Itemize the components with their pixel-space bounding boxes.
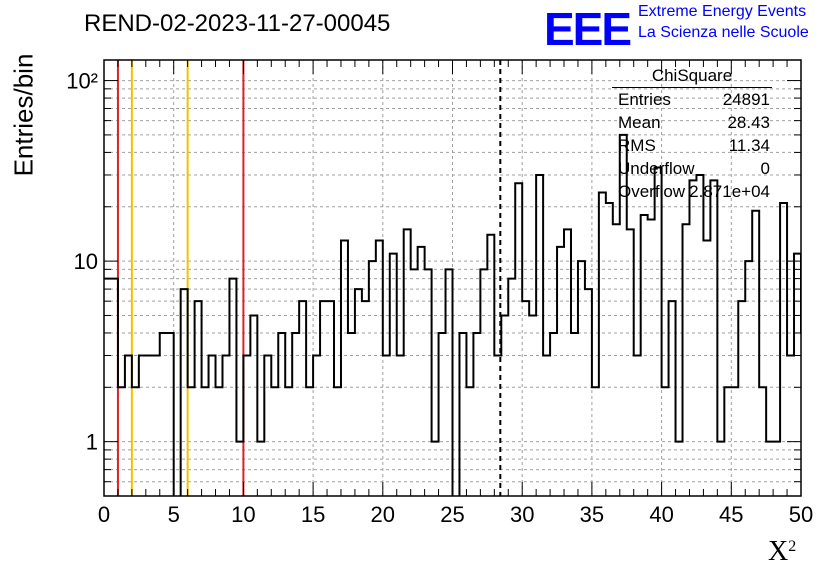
stats-value: 11.34 xyxy=(728,136,770,155)
x-axis-label-text: X xyxy=(768,536,789,567)
y-tick-label: 10² xyxy=(66,69,98,94)
x-tick-label: 40 xyxy=(649,502,673,527)
y-tick-label: 10 xyxy=(74,249,98,274)
logo-subtitle-line1: Extreme Energy Events xyxy=(638,3,807,20)
x-tick-label: 50 xyxy=(789,502,813,527)
x-axis-label: X2 xyxy=(768,536,796,568)
stats-key: RMS xyxy=(618,136,656,155)
stats-row-rms: RMS 11.34 xyxy=(612,136,772,159)
stats-row-overflow: Overflow 2.871e+04 xyxy=(612,182,772,205)
stats-value: 0 xyxy=(760,159,770,178)
logo-subtitle-line2: La Scienza nelle Scuole xyxy=(638,24,809,41)
x-tick-label: 45 xyxy=(719,502,743,527)
stats-box: ChiSquare Entries 24891 Mean 28.43 RMS 11.3… xyxy=(612,66,772,205)
stats-title: ChiSquare xyxy=(612,66,772,88)
stats-key: Mean xyxy=(618,113,661,132)
stats-key: Entries xyxy=(618,90,671,109)
stats-row-entries: Entries 24891 xyxy=(612,90,772,113)
x-tick-label: 0 xyxy=(98,502,110,527)
x-tick-label: 5 xyxy=(168,502,180,527)
stats-key: Overflow xyxy=(618,182,686,201)
histogram-series xyxy=(104,133,801,496)
x-tick-label: 25 xyxy=(440,502,464,527)
x-tick-label: 35 xyxy=(580,502,604,527)
x-axis-label-sup: 2 xyxy=(788,538,797,555)
stats-row-mean: Mean 28.43 xyxy=(612,113,772,136)
y-tick-label: 1 xyxy=(86,430,98,455)
chart-title: REND-02-2023-11-27-00045 xyxy=(84,10,391,37)
y-axis-label: Entries/bin xyxy=(8,53,39,177)
stats-value: 28.43 xyxy=(727,113,770,132)
y-axis-label-container: Entries/bin xyxy=(4,40,44,190)
stats-row-underflow: Underflow 0 xyxy=(612,159,772,182)
x-tick-label: 20 xyxy=(371,502,395,527)
stats-value: 2.871e+04 xyxy=(689,182,770,201)
x-tick-label: 15 xyxy=(301,502,325,527)
stats-key: Underflow xyxy=(618,159,695,178)
stats-value: 24891 xyxy=(722,90,770,109)
x-tick-label: 30 xyxy=(510,502,534,527)
x-tick-label: 10 xyxy=(231,502,255,527)
eee-logo: EEE xyxy=(544,3,632,55)
